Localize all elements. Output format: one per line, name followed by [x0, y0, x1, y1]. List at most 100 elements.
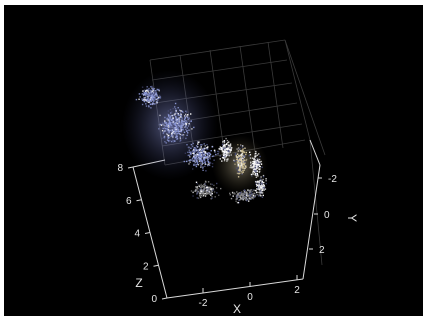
- cloud-point: [180, 113, 182, 116]
- cloud-point: [166, 123, 168, 126]
- cloud-point: [245, 158, 248, 161]
- cloud-point: [181, 120, 184, 123]
- cloud-point: [209, 193, 211, 195]
- cloud-point: [241, 173, 243, 175]
- cloud-point: [214, 196, 216, 198]
- cloud-point: [253, 162, 255, 164]
- cloud-point: [218, 194, 220, 196]
- cloud-point: [224, 148, 226, 151]
- cloud-point: [257, 186, 259, 188]
- cloud-point: [229, 143, 232, 145]
- cloud-point: [178, 114, 180, 116]
- cloud-point: [235, 196, 238, 198]
- cloud-point: [233, 160, 236, 163]
- cloud-point: [152, 99, 155, 101]
- cloud-point: [193, 159, 195, 162]
- cloud-point: [222, 155, 224, 158]
- cloud-point: [195, 148, 197, 150]
- cloud-point: [178, 133, 181, 135]
- cloud-point: [158, 128, 160, 130]
- cloud-point: [252, 194, 254, 197]
- cloud-point: [258, 187, 260, 189]
- cloud-point: [164, 125, 166, 127]
- cloud-point: [240, 157, 242, 159]
- cloud-point: [201, 186, 203, 189]
- cloud-point: [242, 192, 244, 195]
- cloud-point: [199, 193, 201, 195]
- cloud-point: [192, 157, 194, 159]
- cloud-point: [203, 159, 206, 161]
- cloud-point: [169, 128, 171, 131]
- cloud-point: [259, 161, 261, 163]
- cloud-point: [253, 169, 256, 172]
- cloud-point: [168, 137, 170, 139]
- cloud-point: [224, 156, 226, 158]
- cloud-point: [179, 130, 181, 133]
- cloud-point: [203, 193, 205, 195]
- cloud-point: [173, 125, 175, 128]
- cloud-point: [159, 123, 162, 126]
- cloud-point: [157, 97, 159, 99]
- grid-line: [309, 139, 323, 266]
- cloud-point: [180, 110, 182, 112]
- cloud-point: [236, 191, 238, 193]
- cloud-point: [199, 162, 201, 164]
- cloud-point: [252, 165, 255, 167]
- cloud-point: [250, 198, 252, 200]
- cloud-point: [164, 127, 166, 129]
- cloud-point: [261, 189, 263, 191]
- cloud-point: [171, 111, 173, 113]
- cloud-point: [187, 151, 189, 153]
- cloud-point: [170, 124, 172, 126]
- cloud-point: [181, 134, 183, 136]
- cloud-point: [160, 124, 163, 126]
- cloud-point: [242, 149, 244, 151]
- cloud-point: [154, 94, 156, 96]
- cloud-point: [224, 158, 226, 161]
- cloud-point: [205, 193, 208, 195]
- z-axis-label: Z: [135, 276, 142, 290]
- cloud-point: [171, 127, 173, 129]
- grid-line: [267, 41, 284, 149]
- cloud-point: [189, 156, 191, 158]
- cloud-point: [195, 188, 197, 191]
- cloud-point: [209, 153, 212, 156]
- cloud-point: [154, 96, 156, 99]
- cloud-point: [217, 153, 219, 155]
- cloud-point: [256, 173, 258, 175]
- cloud-point: [197, 149, 199, 151]
- cloud-point: [145, 96, 147, 99]
- cloud-point: [203, 148, 206, 150]
- cloud-point: [188, 129, 190, 131]
- cloud-point: [198, 158, 200, 160]
- cloud-point: [189, 159, 191, 161]
- z-tick-label: 0: [151, 294, 157, 305]
- cloud-point: [221, 150, 223, 152]
- z-tick-mark: [161, 297, 168, 300]
- cloud-point: [192, 191, 194, 194]
- cloud-point: [162, 132, 164, 134]
- cloud-point: [257, 184, 259, 186]
- cloud-point: [254, 155, 256, 157]
- cloud-point: [159, 96, 162, 98]
- cloud-point: [167, 132, 169, 135]
- cloud-point: [204, 165, 206, 167]
- cloud-point: [188, 117, 190, 119]
- cloud-point: [146, 94, 148, 96]
- cloud-point: [185, 123, 187, 126]
- cloud-point: [250, 173, 253, 176]
- cloud-point: [174, 120, 177, 123]
- cloud-point: [217, 150, 219, 153]
- cloud-point: [258, 181, 260, 184]
- cloud-point: [241, 193, 243, 195]
- cloud-point: [237, 147, 240, 149]
- cloud-point: [190, 120, 192, 122]
- cloud-point: [202, 189, 205, 191]
- cloud-point: [173, 133, 175, 135]
- cloud-point: [236, 161, 239, 164]
- cloud-point: [207, 152, 210, 154]
- cloud-point: [177, 126, 179, 128]
- cloud-point: [261, 196, 264, 198]
- cloud-point: [243, 151, 245, 153]
